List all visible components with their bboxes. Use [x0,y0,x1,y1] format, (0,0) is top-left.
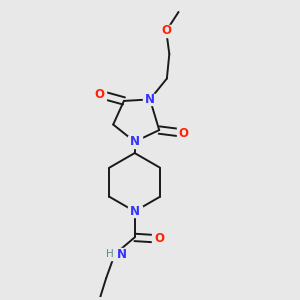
Bar [143,94,157,105]
Text: O: O [161,25,171,38]
Text: N: N [117,248,127,261]
Text: H: H [106,249,113,259]
Text: O: O [94,88,104,101]
Bar [152,233,166,245]
Bar [106,248,123,260]
Bar [159,25,173,37]
Bar [177,127,190,139]
Text: O: O [154,232,164,245]
Text: N: N [130,205,140,218]
Text: N: N [130,135,140,148]
Text: N: N [145,93,155,106]
Text: O: O [179,127,189,140]
Bar [128,206,142,217]
Bar [128,136,142,148]
Bar [92,88,106,100]
